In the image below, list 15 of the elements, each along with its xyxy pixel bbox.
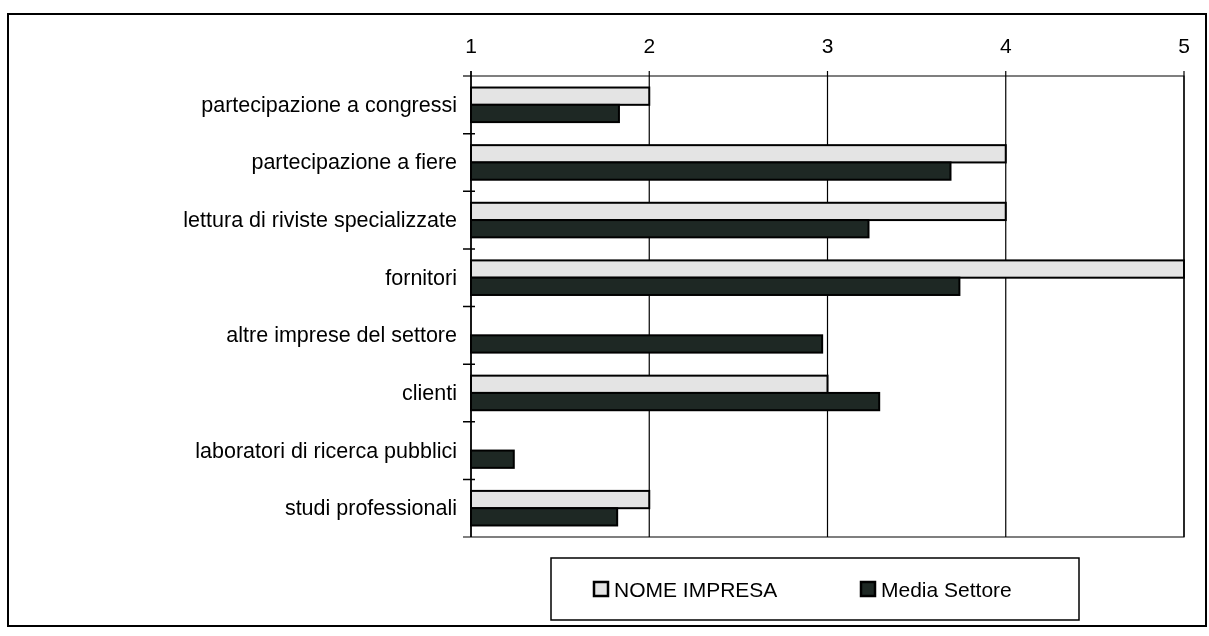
- legend-label: NOME IMPRESA: [614, 577, 778, 601]
- y-tick-label: partecipazione a congressi: [201, 92, 457, 117]
- y-tick-label: lettura di riviste specializzate: [183, 208, 457, 233]
- y-tick-label: partecipazione a fiere: [251, 150, 457, 175]
- legend-label: Media Settore: [881, 577, 1012, 601]
- y-tick-label: fornitori: [385, 265, 457, 290]
- y-tick-label: clienti: [402, 380, 457, 405]
- x-tick-label: 5: [1178, 33, 1190, 57]
- y-tick-label: altre imprese del settore: [226, 323, 457, 348]
- x-tick-label: 4: [999, 33, 1012, 57]
- x-tick-label: 1: [465, 33, 477, 57]
- y-tick-label: studi professionali: [284, 496, 457, 521]
- y-tick-label: laboratori di ricerca pubblici: [195, 438, 457, 463]
- x-tick-label: 2: [643, 33, 656, 57]
- x-tick-label: 3: [821, 33, 834, 57]
